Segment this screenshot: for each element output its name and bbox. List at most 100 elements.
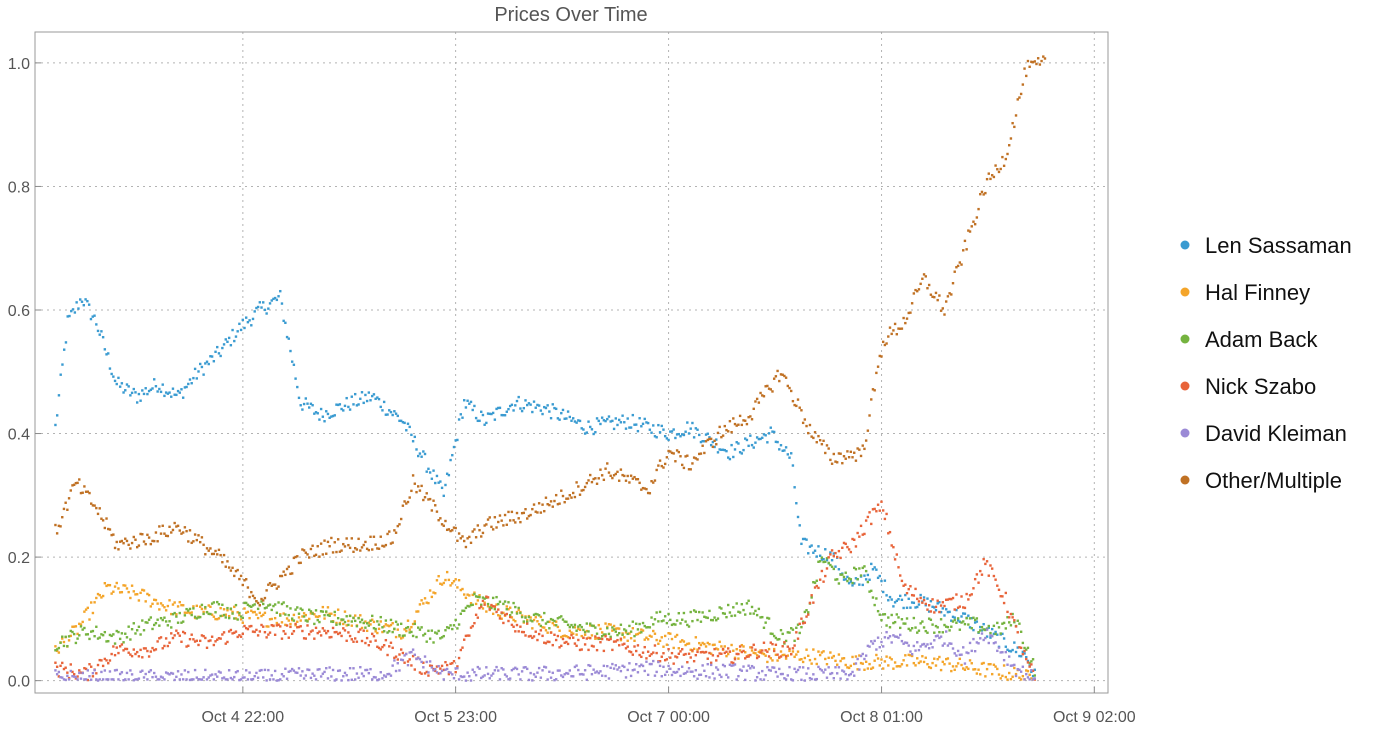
data-point xyxy=(221,614,224,618)
data-point xyxy=(117,548,120,551)
data-point xyxy=(435,665,439,668)
data-point xyxy=(333,631,336,634)
data-point xyxy=(386,631,389,634)
data-point xyxy=(904,654,907,657)
data-point xyxy=(822,650,825,653)
data-point xyxy=(316,412,319,415)
data-point xyxy=(100,633,103,636)
data-point xyxy=(1023,678,1026,681)
data-point xyxy=(698,433,701,437)
data-point xyxy=(401,636,405,639)
data-point xyxy=(486,672,490,676)
data-point xyxy=(870,398,873,401)
data-point xyxy=(78,634,81,637)
data-point xyxy=(353,546,357,550)
data-point xyxy=(733,448,737,451)
data-point xyxy=(209,547,212,550)
data-point xyxy=(965,666,968,669)
data-point xyxy=(989,634,992,637)
data-point xyxy=(265,679,268,682)
data-point xyxy=(595,648,599,652)
data-point xyxy=(214,617,217,621)
data-point xyxy=(359,620,362,624)
data-point xyxy=(597,477,600,480)
data-point xyxy=(665,643,669,646)
data-point xyxy=(594,477,597,480)
data-point xyxy=(90,665,93,668)
data-point xyxy=(606,625,609,629)
data-point xyxy=(761,394,764,397)
data-point xyxy=(759,437,762,441)
data-point xyxy=(342,618,345,621)
data-point xyxy=(367,624,371,627)
data-point xyxy=(401,651,405,655)
data-point xyxy=(432,469,435,472)
legend-marker xyxy=(1180,334,1190,344)
data-point xyxy=(822,557,825,561)
data-point xyxy=(238,577,241,581)
data-point xyxy=(636,644,640,647)
data-point xyxy=(543,509,546,513)
data-point xyxy=(749,646,752,649)
data-point xyxy=(342,627,345,630)
data-point xyxy=(897,598,900,601)
data-point xyxy=(536,511,539,514)
data-point xyxy=(241,676,244,679)
data-point xyxy=(747,444,750,448)
data-point xyxy=(403,500,406,503)
data-point xyxy=(519,625,522,628)
data-point xyxy=(1023,67,1026,70)
data-point xyxy=(382,644,386,647)
data-point xyxy=(445,626,449,629)
data-point xyxy=(54,649,57,652)
data-point xyxy=(687,432,691,435)
data-point xyxy=(168,620,171,623)
data-point xyxy=(507,510,510,514)
data-point xyxy=(573,626,577,629)
data-point xyxy=(810,594,813,597)
data-point xyxy=(592,477,595,481)
data-point xyxy=(355,548,359,551)
data-point xyxy=(979,629,982,632)
data-point xyxy=(352,640,355,643)
data-point xyxy=(738,611,742,614)
data-point xyxy=(701,440,704,443)
data-point xyxy=(551,403,554,406)
data-point xyxy=(1009,664,1013,667)
data-point xyxy=(71,675,74,678)
data-point xyxy=(761,669,764,673)
data-point xyxy=(916,597,919,601)
data-point xyxy=(100,670,103,674)
data-point xyxy=(692,675,696,678)
data-point xyxy=(674,655,677,658)
data-point xyxy=(440,669,444,673)
data-point xyxy=(72,675,76,678)
data-point xyxy=(200,607,204,611)
data-point xyxy=(592,645,595,648)
data-point xyxy=(859,661,863,665)
data-point xyxy=(306,668,309,671)
data-point xyxy=(990,174,994,177)
data-point xyxy=(284,623,287,627)
data-point xyxy=(737,610,740,614)
data-point xyxy=(955,665,958,668)
data-point xyxy=(156,540,159,543)
data-point xyxy=(1025,656,1028,659)
data-point xyxy=(556,634,560,638)
data-point xyxy=(451,673,454,676)
data-point xyxy=(175,629,178,632)
data-point xyxy=(454,671,457,674)
data-point xyxy=(216,600,219,604)
data-point xyxy=(715,619,718,622)
data-point xyxy=(858,535,861,538)
data-point xyxy=(185,529,188,533)
data-point xyxy=(101,633,105,637)
data-point xyxy=(604,674,607,678)
data-point xyxy=(195,639,199,642)
data-point xyxy=(585,622,589,625)
data-point xyxy=(98,593,101,597)
data-point xyxy=(674,635,677,638)
data-point xyxy=(386,413,389,416)
data-point xyxy=(624,631,628,634)
data-point xyxy=(469,679,473,682)
